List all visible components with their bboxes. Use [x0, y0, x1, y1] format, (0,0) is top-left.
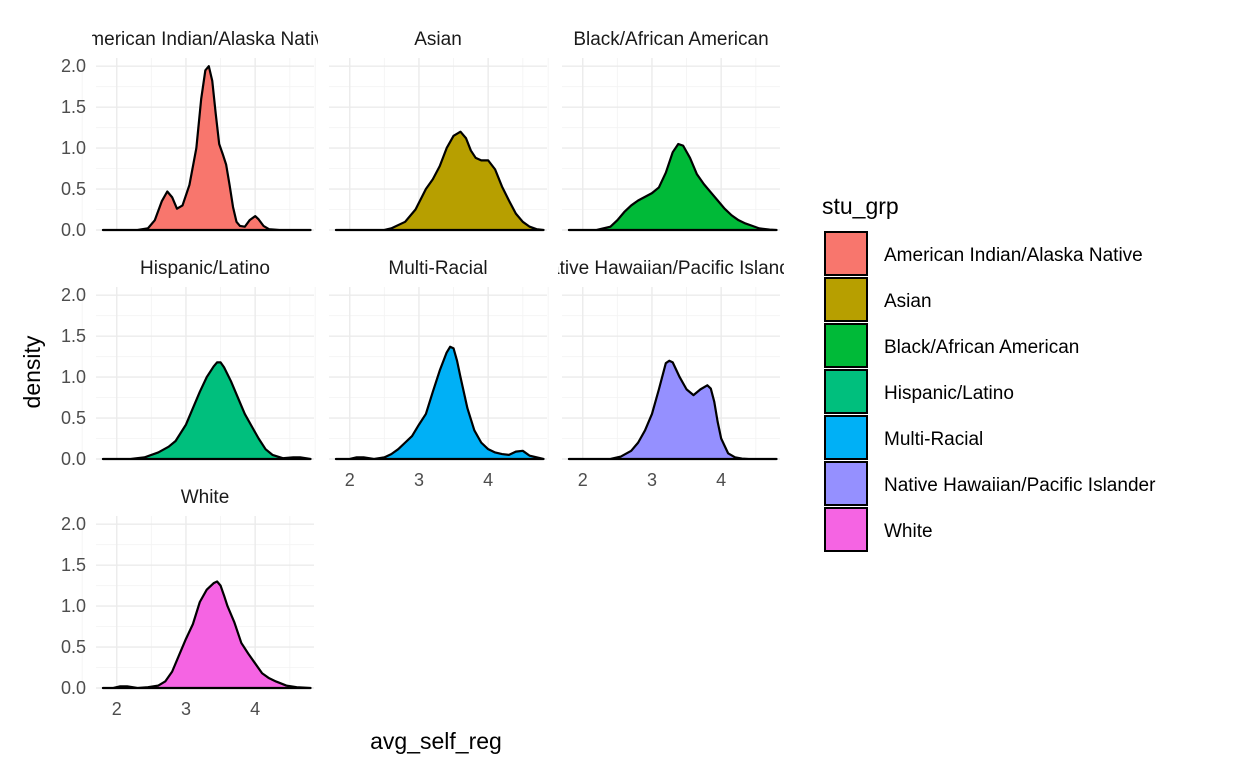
- legend-entry: Asian: [824, 277, 932, 322]
- legend-entry: Hispanic/Latino: [824, 369, 1014, 414]
- density-area: [101, 65, 312, 232]
- x-tick-label: 2: [578, 470, 588, 490]
- density-area: [334, 345, 545, 461]
- x-tick-label: 4: [716, 470, 726, 490]
- legend-swatch: [824, 323, 868, 368]
- density-area: [101, 580, 312, 690]
- x-tick-label: 4: [483, 470, 493, 490]
- y-tick-label: 0.5: [61, 637, 86, 657]
- legend-entry: Black/African American: [824, 323, 1079, 368]
- x-tick-label: 3: [414, 470, 424, 490]
- y-tick-label: 2.0: [61, 514, 86, 534]
- facet-strip-label: Black/African American: [573, 29, 768, 50]
- legend-swatch: [824, 231, 868, 276]
- legend-entry: Native Hawaiian/Pacific Islander: [824, 461, 1156, 506]
- y-tick-label: 0.5: [61, 408, 86, 428]
- y-tick-label: 1.5: [61, 97, 86, 117]
- density-area: [334, 130, 545, 232]
- y-tick-label: 2.0: [61, 285, 86, 305]
- facet-panel: Asian: [314, 29, 547, 232]
- legend-swatch: [824, 507, 868, 552]
- density-area: [101, 361, 312, 461]
- legend-swatch: [824, 461, 868, 506]
- facet-panel: Hispanic/Latino 0.0 0.5 1.0 1.5 2.0: [61, 258, 314, 469]
- axes: density avg_self_reg: [19, 335, 502, 754]
- facet-panel: Black/African American: [547, 29, 780, 232]
- density-area: [567, 142, 778, 232]
- legend-entry: Multi-Racial: [824, 415, 983, 460]
- facet-strip-label: Multi-Racial: [388, 258, 487, 279]
- y-tick-label: 0.0: [61, 449, 86, 469]
- facet-strip-label: American Indian/Alaska Native: [76, 29, 335, 50]
- facet-strip-label: White: [181, 487, 230, 508]
- y-tick-label: 1.0: [61, 596, 86, 616]
- legend-label: Multi-Racial: [884, 429, 983, 450]
- facet-panels: American Indian/Alaska Native 0.0 0.5 1.0 1.…: [61, 29, 807, 719]
- y-tick-label: 1.0: [61, 138, 86, 158]
- legend-title: stu_grp: [822, 193, 899, 219]
- y-tick-label: 1.5: [61, 326, 86, 346]
- legend-label: White: [884, 521, 933, 542]
- legend-swatch: [824, 277, 868, 322]
- y-tick-label: 2.0: [61, 56, 86, 76]
- facet-panel: Native Hawaiian/Pacific Islander 2 3 4: [535, 258, 807, 490]
- x-tick-label: 3: [181, 699, 191, 719]
- x-axis-title: avg_self_reg: [370, 728, 502, 754]
- facet-panel: Multi-Racial 2 3 4: [314, 258, 547, 490]
- legend-entry: White: [824, 507, 933, 552]
- legend-label: American Indian/Alaska Native: [884, 245, 1143, 266]
- y-tick-label: 1.5: [61, 555, 86, 575]
- x-tick-label: 3: [647, 470, 657, 490]
- x-tick-label: 4: [250, 699, 260, 719]
- facet-strip-label: Asian: [414, 29, 462, 50]
- y-tick-label: 0.0: [61, 678, 86, 698]
- y-tick-label: 0.0: [61, 220, 86, 240]
- facet-strip-label: Native Hawaiian/Pacific Islander: [535, 258, 807, 279]
- y-tick-label: 0.5: [61, 179, 86, 199]
- legend-label: Native Hawaiian/Pacific Islander: [884, 475, 1156, 496]
- legend-swatch: [824, 369, 868, 414]
- legend-label: Asian: [884, 291, 932, 312]
- facet-panel: American Indian/Alaska Native 0.0 0.5 1.0 1.…: [61, 29, 335, 240]
- legend-swatch: [824, 415, 868, 460]
- legend-label: Hispanic/Latino: [884, 383, 1014, 404]
- legend-entry: American Indian/Alaska Native: [824, 231, 1143, 276]
- legend-label: Black/African American: [884, 337, 1079, 358]
- density-area: [567, 359, 778, 461]
- facet-strip-label: Hispanic/Latino: [140, 258, 270, 279]
- facet-panel: White 0.0 0.5 1.0 1.5 2.0 2 3 4: [61, 487, 314, 719]
- x-tick-label: 2: [112, 699, 122, 719]
- y-tick-label: 1.0: [61, 367, 86, 387]
- x-tick-label: 2: [345, 470, 355, 490]
- legend: stu_grp American Indian/Alaska Native Asi…: [822, 193, 1156, 552]
- y-axis-title: density: [19, 335, 45, 408]
